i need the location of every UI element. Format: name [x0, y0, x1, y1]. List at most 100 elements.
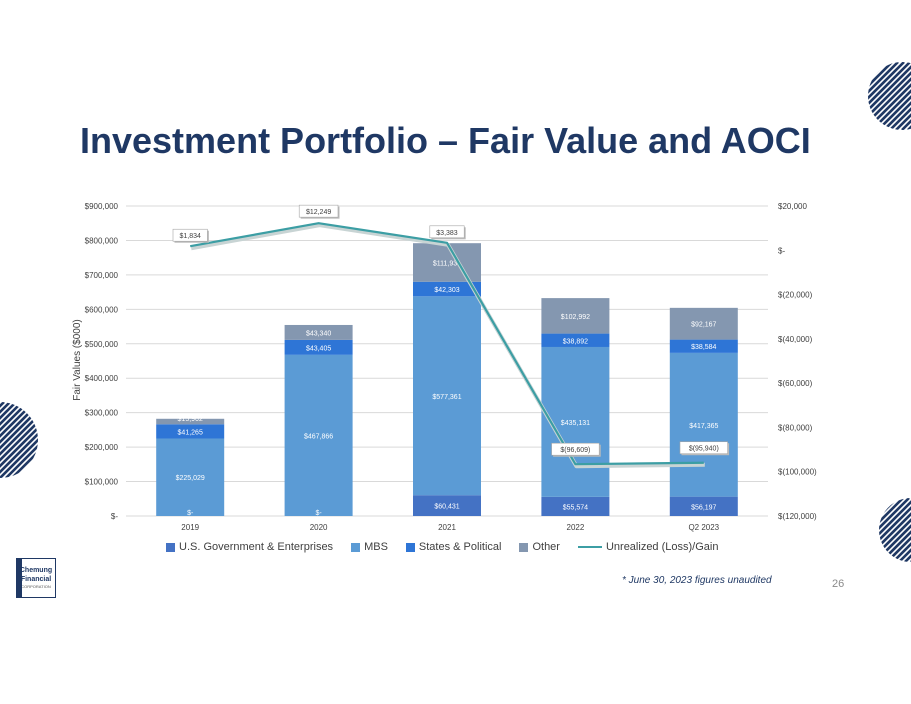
stripe — [0, 402, 35, 478]
stripe — [0, 402, 38, 478]
bar-segment — [669, 352, 738, 497]
bar-segment — [156, 438, 225, 516]
stripe — [868, 62, 869, 130]
stripe — [11, 402, 38, 478]
stripe — [868, 62, 911, 130]
logo-line2: Financial — [20, 576, 52, 583]
legend-item-us-gov: U.S. Government & Enterprises — [166, 541, 333, 553]
y-tick-label: $100,000 — [85, 478, 119, 487]
bar-data-label: $38,892 — [563, 338, 588, 345]
x-tick-label: 2020 — [310, 523, 328, 532]
label-box — [429, 225, 465, 239]
gain-loss-line: $1,834 $3,383 $(96,609) $(95,940) $12,249 — [172, 204, 730, 469]
y2-tick-label: $- — [778, 246, 785, 255]
bar-data-label: $- — [315, 510, 322, 517]
stripe — [879, 498, 911, 562]
bar-data-label: $417,365 — [689, 423, 718, 430]
legend-item-other: Other — [519, 541, 560, 553]
label-box — [298, 204, 339, 218]
bar-data-label: $42,303 — [434, 287, 459, 294]
label-box — [679, 441, 728, 455]
logo-line3: CORPORATION — [21, 584, 51, 589]
y-tick-label: $300,000 — [85, 409, 119, 418]
x-tick-label: 2022 — [567, 523, 585, 532]
label-box — [551, 442, 600, 456]
stripe — [5, 402, 38, 478]
stripe — [879, 498, 911, 562]
y2-tick-label: $(20,000) — [778, 291, 813, 300]
slide-title: Investment Portfolio – Fair Value and AO… — [80, 120, 811, 161]
legend-swatch-mbs — [351, 542, 361, 552]
stripe — [879, 498, 910, 562]
bar-data-label: $60,431 — [434, 504, 459, 511]
line-data-label: $(96,609) — [551, 442, 601, 457]
line-data-label-text: $12,249 — [306, 209, 331, 216]
bar-data-label: $15,962 — [178, 416, 203, 423]
stripe — [889, 62, 911, 130]
bar-segment — [541, 333, 610, 347]
stripe — [868, 62, 905, 130]
stripe — [0, 402, 29, 478]
bar-segment — [156, 424, 225, 439]
y-tick-label: $700,000 — [85, 271, 119, 280]
x-tick-label: 2021 — [438, 523, 456, 532]
stripe — [0, 402, 38, 478]
stripe — [879, 498, 880, 562]
gain-loss-polyline — [190, 222, 704, 466]
y-axis-label: Fair Values ($000) — [72, 319, 83, 401]
footnote: * June 30, 2023 figures unaudited — [622, 575, 772, 586]
stripe — [0, 402, 38, 478]
stripe — [0, 402, 38, 478]
legend-label: Other — [532, 541, 560, 553]
bar-data-label: $577,361 — [432, 394, 461, 401]
bar-segment — [669, 307, 738, 340]
line-data-label: $3,383 — [429, 225, 466, 240]
x-tick-label: Q2 2023 — [688, 523, 719, 532]
line-data-label-text: $(96,609) — [560, 447, 590, 454]
x-tick-label: 2019 — [181, 523, 199, 532]
page-number: 26 — [832, 578, 845, 590]
stripe — [877, 62, 911, 130]
y2-tick-label: $(40,000) — [778, 335, 813, 344]
y2-tick-label: $20,000 — [778, 202, 807, 211]
stripe — [886, 498, 911, 562]
company-logo: Chemung Financial CORPORATION — [16, 558, 56, 598]
chart-bars — [156, 243, 738, 516]
legend-item-states: States & Political — [405, 541, 501, 553]
stripe-circle-bottom-right — [879, 498, 911, 562]
stripe — [898, 498, 911, 562]
bar-segment — [413, 243, 481, 282]
legend-label: MBS — [364, 541, 388, 553]
label-box — [172, 228, 208, 242]
bar-segment — [413, 281, 481, 297]
line-data-label: $(95,940) — [679, 441, 730, 456]
stripe — [868, 62, 875, 130]
stripe — [0, 402, 38, 478]
y-axis-right-ticks: $(120,000) $(100,000) $(80,000) $(60,000) $(… — [778, 202, 817, 521]
legend-line-gain — [577, 546, 602, 548]
y-tick-label: $800,000 — [85, 236, 119, 245]
bar-data-label: $55,574 — [563, 504, 588, 511]
bar-data-label: $225,029 — [176, 475, 205, 482]
y-tick-label: $- — [111, 512, 118, 521]
bar-data-labels: $- $225,029 $41,265 $15,962 $- $467,866 $43,40… — [176, 260, 719, 517]
stripe — [17, 402, 38, 478]
bar-segment — [541, 298, 610, 334]
legend-swatch-other — [519, 542, 529, 552]
bar-segment — [541, 496, 610, 516]
y-tick-label: $500,000 — [85, 340, 119, 349]
bar-segment — [669, 339, 738, 353]
legend-item-gain: Unrealized (Loss)/Gain — [577, 541, 718, 553]
stripe-circle-top-right — [868, 62, 911, 130]
legend-swatch-us-gov — [166, 542, 175, 552]
stripe — [895, 62, 911, 130]
y2-tick-label: $(80,000) — [778, 423, 813, 432]
bar-data-label: $111,931 — [433, 260, 461, 267]
stripe — [879, 498, 911, 562]
stripe — [868, 62, 899, 130]
legend-item-mbs: MBS — [351, 541, 388, 553]
bar-data-label: $41,265 — [178, 429, 203, 436]
stripe — [879, 498, 886, 562]
bar-segment — [413, 495, 481, 516]
stripe — [868, 62, 911, 130]
